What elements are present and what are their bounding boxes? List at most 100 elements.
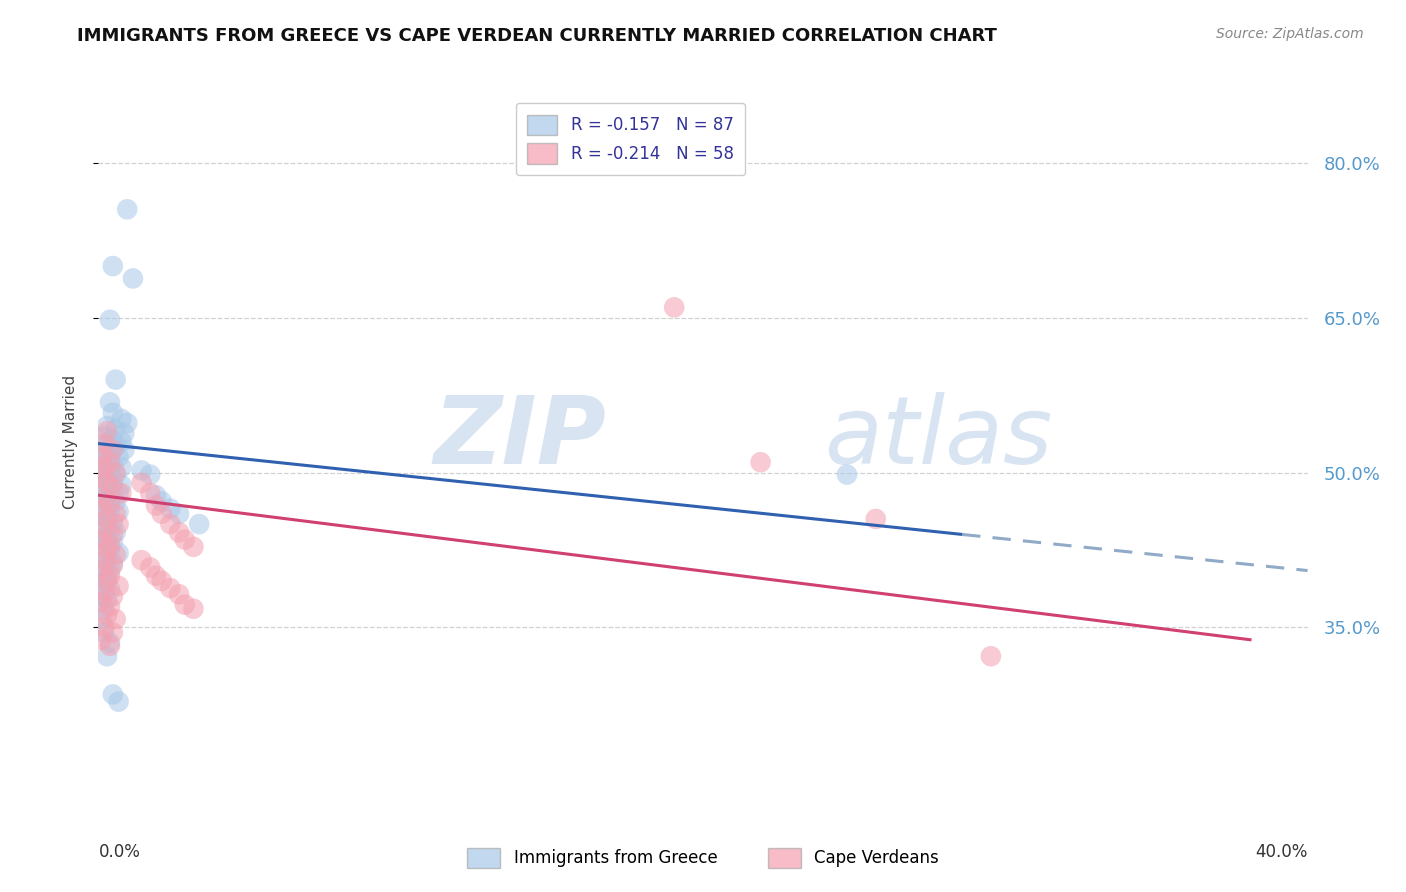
Point	[93, 445, 115, 459]
Point	[104, 494, 127, 508]
Point	[98, 639, 121, 653]
Point	[101, 515, 124, 529]
Point	[93, 625, 115, 640]
Point	[150, 507, 173, 521]
Point	[90, 470, 112, 484]
Point	[835, 467, 858, 482]
Point	[93, 560, 115, 574]
Point	[98, 522, 121, 536]
Point	[93, 584, 115, 599]
Point	[93, 601, 115, 615]
Point	[101, 259, 124, 273]
Point	[167, 507, 190, 521]
Point	[93, 429, 115, 443]
Point	[90, 508, 112, 523]
Point	[90, 450, 112, 464]
Point	[104, 467, 127, 482]
Point	[98, 564, 121, 578]
Y-axis label: Currently Married: Currently Married	[63, 375, 77, 508]
Point	[104, 525, 127, 540]
Point	[131, 553, 153, 567]
Point	[107, 486, 129, 500]
Point	[90, 594, 112, 608]
Point	[980, 649, 1002, 664]
Point	[107, 517, 129, 532]
Point	[93, 522, 115, 536]
Point	[145, 499, 167, 513]
Point	[98, 568, 121, 582]
Point	[98, 455, 121, 469]
Point	[90, 568, 112, 582]
Point	[98, 312, 121, 326]
Point	[96, 574, 118, 588]
Point	[104, 466, 127, 480]
Point	[107, 579, 129, 593]
Point	[90, 529, 112, 543]
Point	[104, 548, 127, 562]
Point	[98, 447, 121, 461]
Point	[93, 499, 115, 513]
Point	[139, 560, 162, 574]
Point	[110, 412, 132, 426]
Point	[104, 440, 127, 454]
Point	[96, 512, 118, 526]
Point	[131, 463, 153, 477]
Point	[90, 533, 112, 547]
Point	[865, 512, 887, 526]
Point	[96, 607, 118, 622]
Point	[749, 455, 772, 469]
Point	[115, 202, 138, 217]
Point	[159, 517, 181, 532]
Point	[93, 463, 115, 477]
Text: 0.0%: 0.0%	[98, 843, 141, 861]
Point	[93, 491, 115, 506]
Point	[96, 475, 118, 490]
Point	[101, 481, 124, 495]
Point	[101, 625, 124, 640]
Point	[90, 453, 112, 467]
Point	[101, 590, 124, 604]
Text: Source: ZipAtlas.com: Source: ZipAtlas.com	[1216, 27, 1364, 41]
Point	[96, 491, 118, 506]
Point	[98, 582, 121, 596]
Point	[101, 433, 124, 447]
Point	[90, 564, 112, 578]
Point	[98, 466, 121, 480]
Point	[104, 612, 127, 626]
Point	[104, 422, 127, 436]
Point	[110, 478, 132, 492]
Point	[90, 590, 112, 604]
Point	[110, 460, 132, 475]
Point	[139, 486, 162, 500]
Point	[90, 550, 112, 565]
Point	[112, 426, 135, 441]
Point	[98, 395, 121, 409]
Point	[104, 373, 127, 387]
Point	[96, 572, 118, 586]
Point	[145, 568, 167, 582]
Point	[98, 484, 121, 499]
Point	[96, 436, 118, 450]
Point	[101, 527, 124, 541]
Text: IMMIGRANTS FROM GREECE VS CAPE VERDEAN CURRENTLY MARRIED CORRELATION CHART: IMMIGRANTS FROM GREECE VS CAPE VERDEAN C…	[77, 27, 997, 45]
Point	[96, 542, 118, 557]
Point	[98, 636, 121, 650]
Point	[159, 581, 181, 595]
Text: 40.0%: 40.0%	[1256, 843, 1308, 861]
Legend: Immigrants from Greece, Cape Verdeans: Immigrants from Greece, Cape Verdeans	[460, 841, 946, 875]
Point	[93, 519, 115, 533]
Point	[104, 507, 127, 521]
Point	[101, 457, 124, 471]
Point	[188, 517, 211, 532]
Point	[664, 301, 686, 315]
Point	[101, 687, 124, 701]
Point	[131, 475, 153, 490]
Point	[183, 540, 205, 554]
Point	[101, 557, 124, 571]
Point	[93, 540, 115, 554]
Point	[96, 592, 118, 607]
Point	[173, 598, 195, 612]
Point	[90, 470, 112, 484]
Point	[107, 505, 129, 519]
Point	[101, 558, 124, 573]
